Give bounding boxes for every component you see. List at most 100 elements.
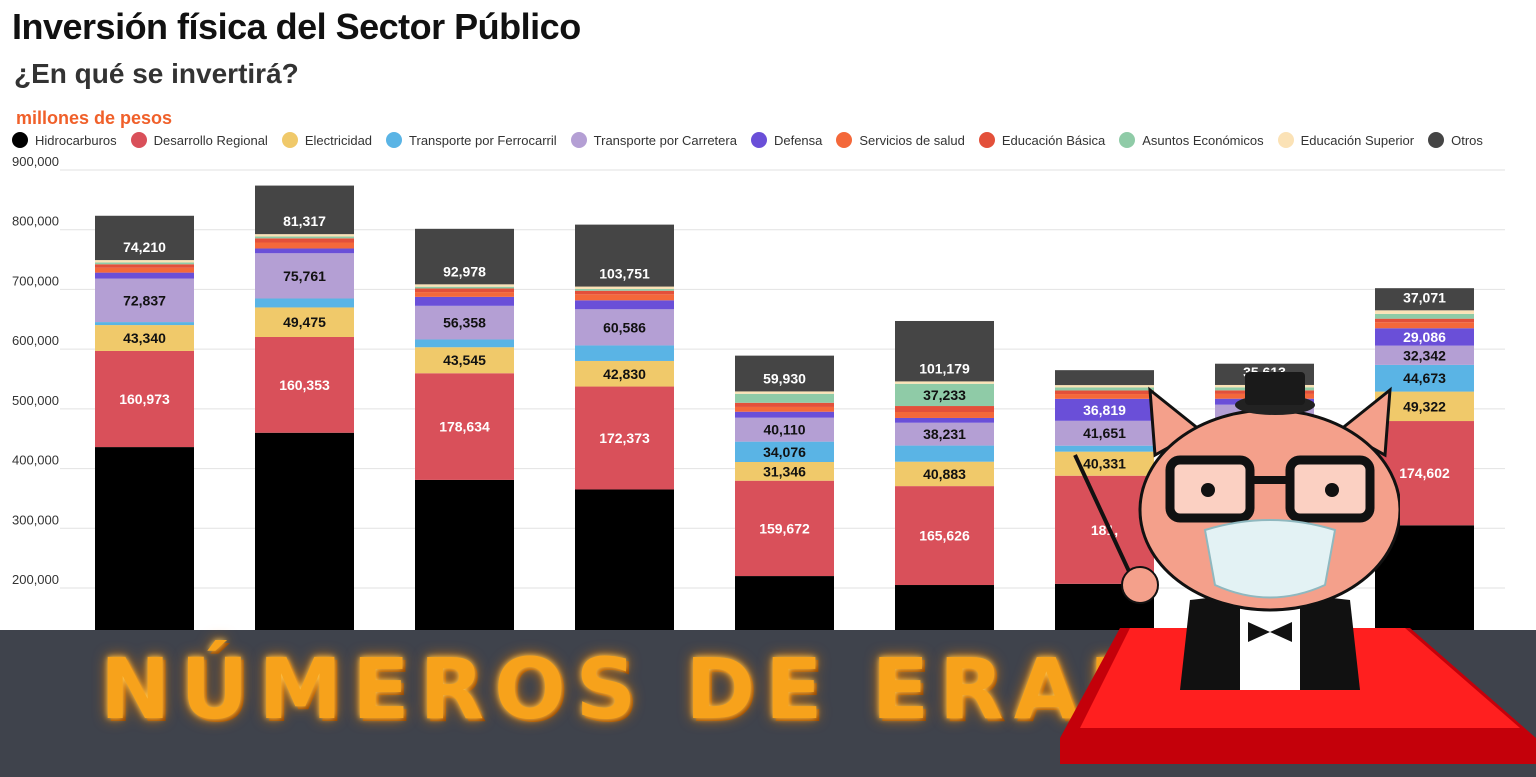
data-label: 160,973 bbox=[119, 391, 170, 407]
chart-subtitle: ¿En qué se invertirá? bbox=[14, 58, 299, 89]
bar-segment bbox=[575, 294, 674, 301]
legend-label: Asuntos Económicos bbox=[1142, 132, 1264, 148]
legend-label: Hidrocarburos bbox=[35, 132, 117, 148]
bar-segment bbox=[1055, 475, 1154, 584]
legend-swatch bbox=[130, 132, 147, 148]
legend-swatch bbox=[750, 132, 767, 148]
legend-item: Servicios de salud bbox=[836, 132, 965, 148]
data-label: 40,110 bbox=[763, 422, 805, 438]
bar-segment bbox=[575, 360, 674, 387]
bar-segment bbox=[255, 242, 354, 249]
bar-segment bbox=[255, 298, 354, 308]
bar-segment bbox=[1375, 328, 1474, 346]
legend-swatch bbox=[386, 132, 403, 148]
chart-title: Inversión física del Sector Público bbox=[12, 6, 581, 47]
bar-segment bbox=[735, 391, 834, 394]
bar-segment bbox=[895, 406, 994, 412]
legend-label: Educación Superior bbox=[1300, 132, 1415, 148]
legend-item: Educación Básica bbox=[978, 132, 1106, 148]
bar-segment bbox=[415, 339, 514, 348]
data-label: 160,353 bbox=[279, 377, 330, 393]
data-label: 34,076 bbox=[763, 444, 806, 460]
bar-segment bbox=[735, 355, 834, 392]
y-tick-label: 200,000 bbox=[12, 572, 59, 587]
bar-segment bbox=[895, 411, 994, 418]
data-label: 37,071 bbox=[1403, 289, 1446, 305]
y-tick-label: 900,000 bbox=[12, 154, 59, 169]
data-label: 43,340 bbox=[123, 330, 166, 346]
legend-label: Electricidad bbox=[304, 132, 373, 148]
bar-segment bbox=[1375, 318, 1474, 323]
data-label: 74,210 bbox=[123, 239, 166, 255]
bar-segment bbox=[575, 290, 674, 295]
data-label: 92,978 bbox=[443, 263, 486, 279]
bar-segment bbox=[415, 228, 514, 285]
bar-segment bbox=[1055, 394, 1154, 399]
bar-segment bbox=[895, 383, 994, 407]
data-label: 165,626 bbox=[919, 528, 970, 544]
legend-item: Transporte por Carretera bbox=[570, 132, 737, 148]
bar-segment bbox=[1375, 313, 1474, 319]
bar-segment bbox=[95, 350, 194, 448]
bar-segment bbox=[575, 386, 674, 490]
legend-label: Transporte por Ferrocarril bbox=[409, 132, 557, 148]
bar-segment bbox=[1375, 391, 1474, 422]
legend-label: Transporte por Carretera bbox=[593, 132, 737, 148]
legend-label: Servicios de salud bbox=[859, 132, 965, 148]
data-label: 32,342 bbox=[1403, 347, 1446, 363]
y-tick-label: 500,000 bbox=[12, 393, 59, 408]
bar-segment bbox=[575, 286, 674, 289]
bar-segment bbox=[255, 234, 354, 237]
data-label: 49,475 bbox=[283, 314, 326, 330]
data-label: 81,317 bbox=[283, 213, 326, 229]
data-label: 103,751 bbox=[599, 266, 650, 282]
data-label: 40,883 bbox=[923, 466, 966, 482]
legend-item: Defensa bbox=[750, 132, 823, 148]
bar-segment bbox=[95, 325, 194, 351]
legend-swatch bbox=[836, 132, 853, 148]
bar-segment bbox=[1055, 445, 1154, 452]
legend-item: Desarrollo Regional bbox=[130, 132, 268, 148]
data-label: 174,602 bbox=[1399, 465, 1450, 481]
bar-segment bbox=[95, 322, 194, 326]
legend-swatch bbox=[12, 132, 28, 148]
legend-swatch bbox=[1119, 132, 1136, 148]
data-label: 38,231 bbox=[923, 426, 966, 442]
bar-segment bbox=[575, 309, 674, 346]
bar-segment bbox=[95, 272, 194, 279]
bar-segment bbox=[895, 486, 994, 586]
legend-item: Transporte por Ferrocarril bbox=[386, 132, 557, 148]
data-label: 41,651 bbox=[1083, 425, 1126, 441]
bar-segment bbox=[1375, 345, 1474, 365]
data-label: 159,672 bbox=[759, 520, 810, 536]
data-label: 36,819 bbox=[1083, 402, 1126, 418]
data-label: 178,634 bbox=[439, 419, 490, 435]
bar-segment bbox=[895, 320, 994, 382]
y-tick-label: 800,000 bbox=[12, 214, 59, 229]
bar-segment bbox=[415, 292, 514, 297]
legend-label: Defensa bbox=[773, 132, 823, 148]
pig-mascot-icon bbox=[1073, 372, 1400, 690]
y-tick-label: 300,000 bbox=[12, 512, 59, 527]
bar-segment bbox=[415, 286, 514, 289]
units-label: millones de pesos bbox=[16, 108, 173, 128]
bar-segment bbox=[415, 284, 514, 287]
legend-label: Educación Básica bbox=[1001, 132, 1106, 148]
legend-swatch bbox=[570, 132, 587, 148]
bar-segment bbox=[895, 445, 994, 462]
y-tick-label: 600,000 bbox=[12, 333, 59, 348]
bar-segment bbox=[575, 224, 674, 287]
bar-segment bbox=[1375, 310, 1474, 314]
legend-item: Hidrocarburos bbox=[12, 132, 117, 148]
chart-legend: Hidrocarburos Desarrollo Regional Electric… bbox=[12, 132, 1532, 148]
bar-segment bbox=[895, 417, 994, 423]
bar-segment bbox=[735, 441, 834, 462]
bar-segment bbox=[95, 215, 194, 261]
bar-segment bbox=[895, 381, 994, 384]
bar-segment bbox=[735, 406, 834, 412]
bar-segment bbox=[1055, 387, 1154, 391]
bar-segment bbox=[735, 411, 834, 418]
bar-segment bbox=[1055, 370, 1154, 386]
data-label: 49,322 bbox=[1403, 398, 1446, 414]
bar-segment bbox=[1375, 288, 1474, 311]
